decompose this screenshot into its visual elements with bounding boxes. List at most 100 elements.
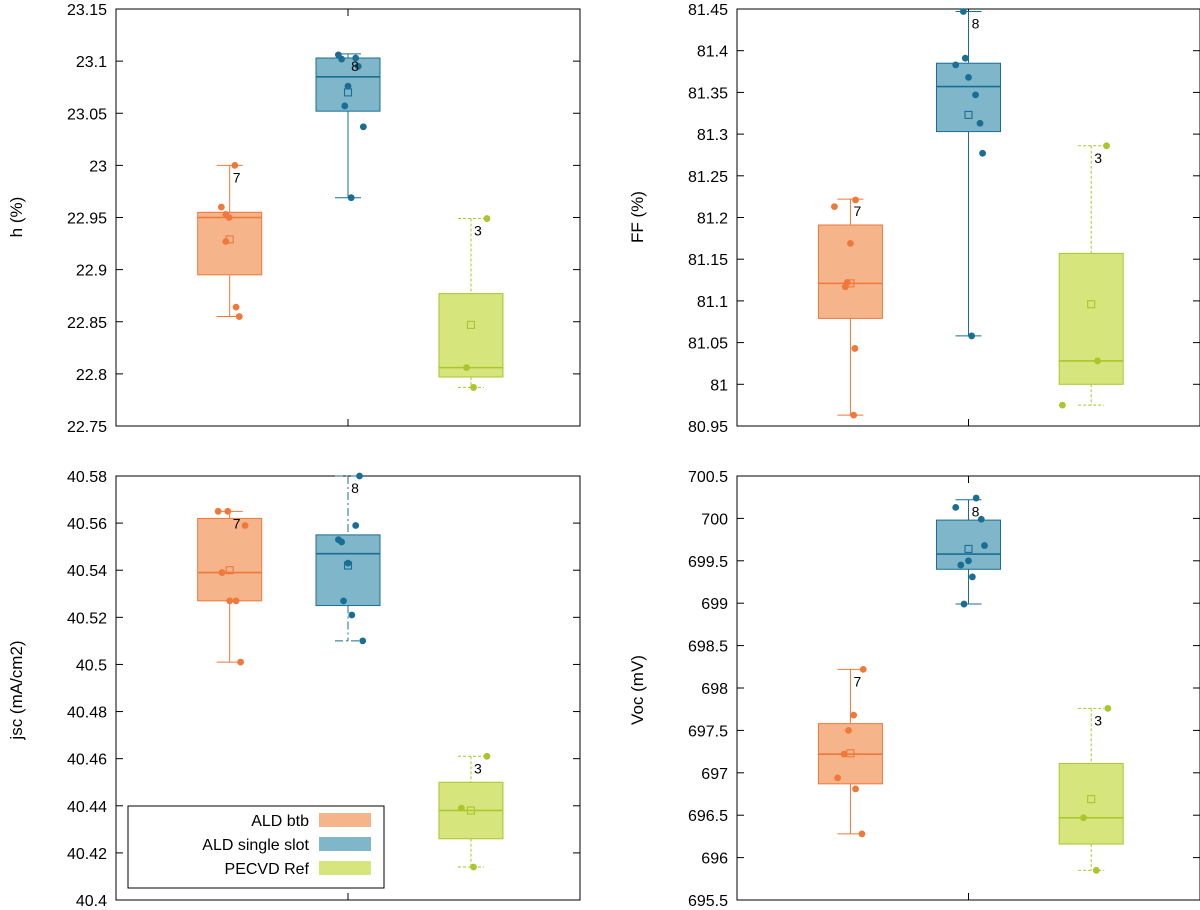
data-point	[338, 538, 345, 546]
y-tick-label: 698	[701, 681, 728, 698]
panel-voc: 695.5 696 696.5 697 697.5 698 698.5 699 699.5 700…	[628, 469, 1200, 910]
legend-label: ALD single slot	[202, 837, 309, 854]
count-label: 8	[351, 58, 359, 74]
data-point	[214, 507, 222, 515]
data-point	[834, 774, 842, 782]
data-point	[235, 313, 243, 320]
y-tick-label: 22.75	[67, 419, 107, 436]
count-label: 8	[351, 480, 359, 496]
count-label: 7	[854, 203, 862, 219]
data-point	[470, 863, 477, 871]
y-tick-label: 81.45	[688, 2, 728, 19]
data-point	[968, 573, 976, 581]
data-point	[354, 62, 362, 70]
y-tick-label: 22.9	[76, 263, 107, 280]
data-point	[226, 597, 234, 605]
y-tick-label: 696	[701, 851, 728, 868]
box	[197, 211, 263, 276]
data-point	[1092, 866, 1100, 874]
series-ald-btb: 7	[817, 196, 883, 419]
mean-marker	[466, 320, 476, 329]
series-ald-single-slot: 8	[315, 51, 381, 202]
data-point	[960, 600, 968, 608]
data-point	[356, 472, 363, 480]
y-tick-label: 81.05	[688, 336, 728, 353]
data-point	[979, 149, 986, 157]
y-tick-label: 81.2	[697, 211, 728, 228]
box	[438, 293, 504, 378]
data-point	[347, 194, 355, 202]
y-tick-label: 81.35	[688, 85, 728, 102]
y-tick-label: 81.25	[688, 169, 728, 186]
data-point	[348, 611, 356, 619]
legend-label: PECVD Ref	[225, 861, 310, 878]
data-point	[359, 123, 367, 131]
y-tick-label: 40.58	[67, 469, 107, 486]
y-tick-label: 40.54	[67, 563, 107, 580]
data-point	[340, 597, 347, 605]
y-axis-label: h (%)	[7, 197, 26, 238]
count-label: 3	[474, 223, 482, 239]
series-ald-single-slot: 8	[936, 494, 1001, 608]
y-tick-label: 699	[701, 596, 728, 613]
mean-marker	[1087, 795, 1096, 804]
data-point	[341, 102, 349, 110]
box	[1058, 762, 1124, 845]
count-label: 3	[1094, 150, 1102, 166]
data-point	[847, 239, 854, 247]
count-label: 7	[233, 515, 241, 531]
data-point	[858, 830, 866, 838]
y-tick-label: 700	[701, 511, 728, 528]
data-point	[831, 203, 838, 211]
y-tick-label: 696.5	[688, 808, 728, 825]
count-label: 3	[474, 760, 482, 776]
data-point	[850, 411, 858, 419]
y-axis-label: jsc (mA/cm2)	[7, 640, 26, 740]
data-point	[859, 665, 867, 673]
count-label: 7	[854, 673, 862, 689]
y-tick-label: 80.95	[688, 419, 728, 436]
legend-swatch	[319, 837, 371, 851]
data-point	[338, 55, 345, 63]
y-axis-label: Voc (mV)	[628, 655, 647, 725]
y-tick-label: 40.4	[76, 893, 107, 910]
data-point	[457, 804, 465, 812]
data-point	[952, 503, 960, 511]
y-tick-label: 40.52	[67, 610, 107, 627]
legend: ALD btb ALD single slot PECVD Ref	[127, 805, 385, 889]
data-point	[852, 196, 859, 204]
y-tick-label: 40.5	[76, 657, 107, 674]
data-point	[852, 785, 859, 793]
series-ald-single-slot: 8	[936, 8, 1001, 340]
data-point	[850, 711, 858, 719]
box	[197, 517, 263, 602]
panel-jsc: 40.4 40.42 40.44 40.46 40.48 40.5 40.52 40.54 40…	[7, 469, 581, 910]
mean-marker	[964, 544, 973, 553]
y-tick-label: 23.15	[67, 2, 107, 19]
data-point	[359, 637, 367, 645]
data-point	[483, 215, 491, 222]
mean-marker	[964, 110, 973, 119]
data-point	[1103, 142, 1110, 150]
series-pecvd-ref: 3	[1058, 142, 1124, 409]
y-tick-label: 40.46	[67, 752, 107, 769]
y-tick-label: 23	[89, 158, 107, 175]
data-point	[483, 752, 491, 760]
data-point	[222, 238, 230, 245]
data-point	[344, 559, 352, 567]
data-point	[241, 522, 249, 529]
data-point	[965, 73, 972, 81]
data-point	[463, 364, 470, 372]
panel-ff: 80.95 81 81.05 81.1 81.15 81.2 81.25 81.3 81.35 8…	[628, 2, 1200, 436]
data-point	[1094, 357, 1101, 365]
data-point	[961, 54, 969, 62]
y-tick-label: 40.44	[67, 799, 107, 816]
data-point	[237, 658, 244, 666]
data-point	[959, 8, 967, 15]
data-point	[344, 82, 352, 90]
y-tick-label: 40.56	[67, 516, 107, 533]
data-point	[981, 542, 988, 549]
y-tick-label: 23.05	[67, 106, 107, 123]
box	[1058, 252, 1124, 385]
